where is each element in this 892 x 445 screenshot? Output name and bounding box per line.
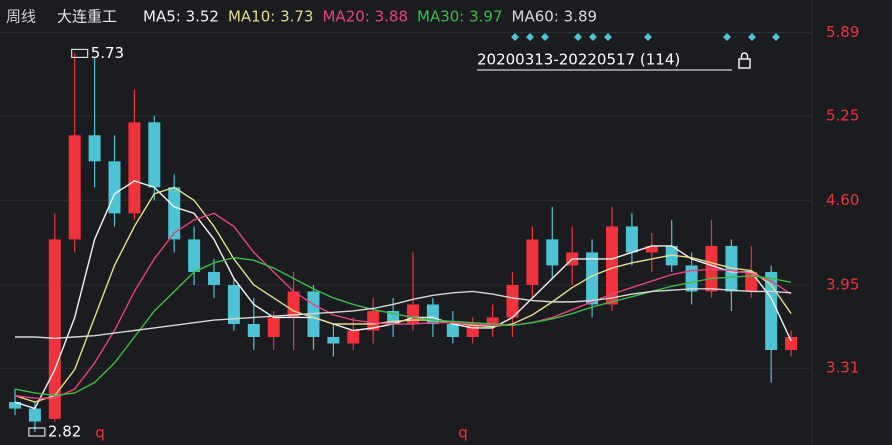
candle-body	[586, 252, 599, 305]
plot: 5.73 2.82	[9, 44, 798, 440]
y-tick-label: 3.31	[826, 359, 859, 377]
candle-body	[625, 226, 638, 253]
candle-body	[68, 135, 81, 240]
candle-body	[287, 291, 300, 318]
y-tick-label: 4.60	[826, 191, 859, 209]
candle-body	[446, 323, 459, 338]
ma-line	[15, 288, 792, 340]
candle-body	[685, 265, 698, 292]
range-label: 20200313-20220517 (114)	[477, 51, 680, 69]
y-tick-label: 5.89	[826, 23, 859, 41]
lock-icon	[738, 52, 751, 69]
candle-body	[486, 317, 499, 324]
candle-body	[546, 239, 559, 266]
candle-body	[267, 317, 280, 338]
candle-body	[785, 337, 798, 351]
candle-body	[208, 271, 220, 285]
candle-body	[645, 245, 658, 253]
stock-name: 大连重工	[57, 8, 117, 26]
candle-body	[327, 337, 340, 344]
candle-body	[367, 310, 380, 331]
candle-body	[168, 187, 181, 240]
candle-body	[227, 284, 240, 324]
event-dots	[511, 33, 780, 41]
candle-body	[347, 330, 360, 344]
legend: MA5: 3.52 MA10: 3.73 MA20: 3.88 MA30: 3.97 M…	[143, 8, 597, 26]
q-marker: q	[458, 424, 468, 442]
candle-body	[188, 239, 201, 272]
candle-body	[128, 122, 141, 214]
candle-body	[606, 226, 618, 305]
legend-entry: MA30: 3.97	[417, 8, 503, 26]
legend-entry: MA5: 3.52	[143, 8, 219, 26]
legend-entry: MA20: 3.88	[322, 8, 408, 26]
min-marker	[28, 427, 46, 437]
y-tick-label: 3.95	[826, 275, 859, 293]
legend-entry: MA60: 3.89	[512, 8, 598, 26]
candle-body	[108, 161, 121, 214]
candle-body	[247, 323, 260, 338]
candle-body	[148, 122, 161, 188]
candle-body	[9, 402, 21, 409]
candle-body	[48, 239, 61, 419]
candle-body	[28, 408, 41, 422]
min-label: 2.82	[48, 422, 81, 440]
q-marker: q	[95, 424, 105, 442]
top-dots	[511, 33, 780, 41]
ma-line	[14, 212, 792, 399]
legend-entry: MA10: 3.73	[228, 8, 314, 26]
candle-body	[526, 239, 539, 285]
candle-body	[506, 284, 519, 318]
ma-line	[14, 256, 792, 397]
period-label: 周线	[6, 8, 36, 26]
ma-line	[14, 186, 792, 403]
y-tick-label: 5.25	[826, 106, 859, 124]
max-label: 5.73	[91, 44, 124, 62]
candle-body	[88, 135, 101, 162]
max-marker	[71, 48, 89, 58]
